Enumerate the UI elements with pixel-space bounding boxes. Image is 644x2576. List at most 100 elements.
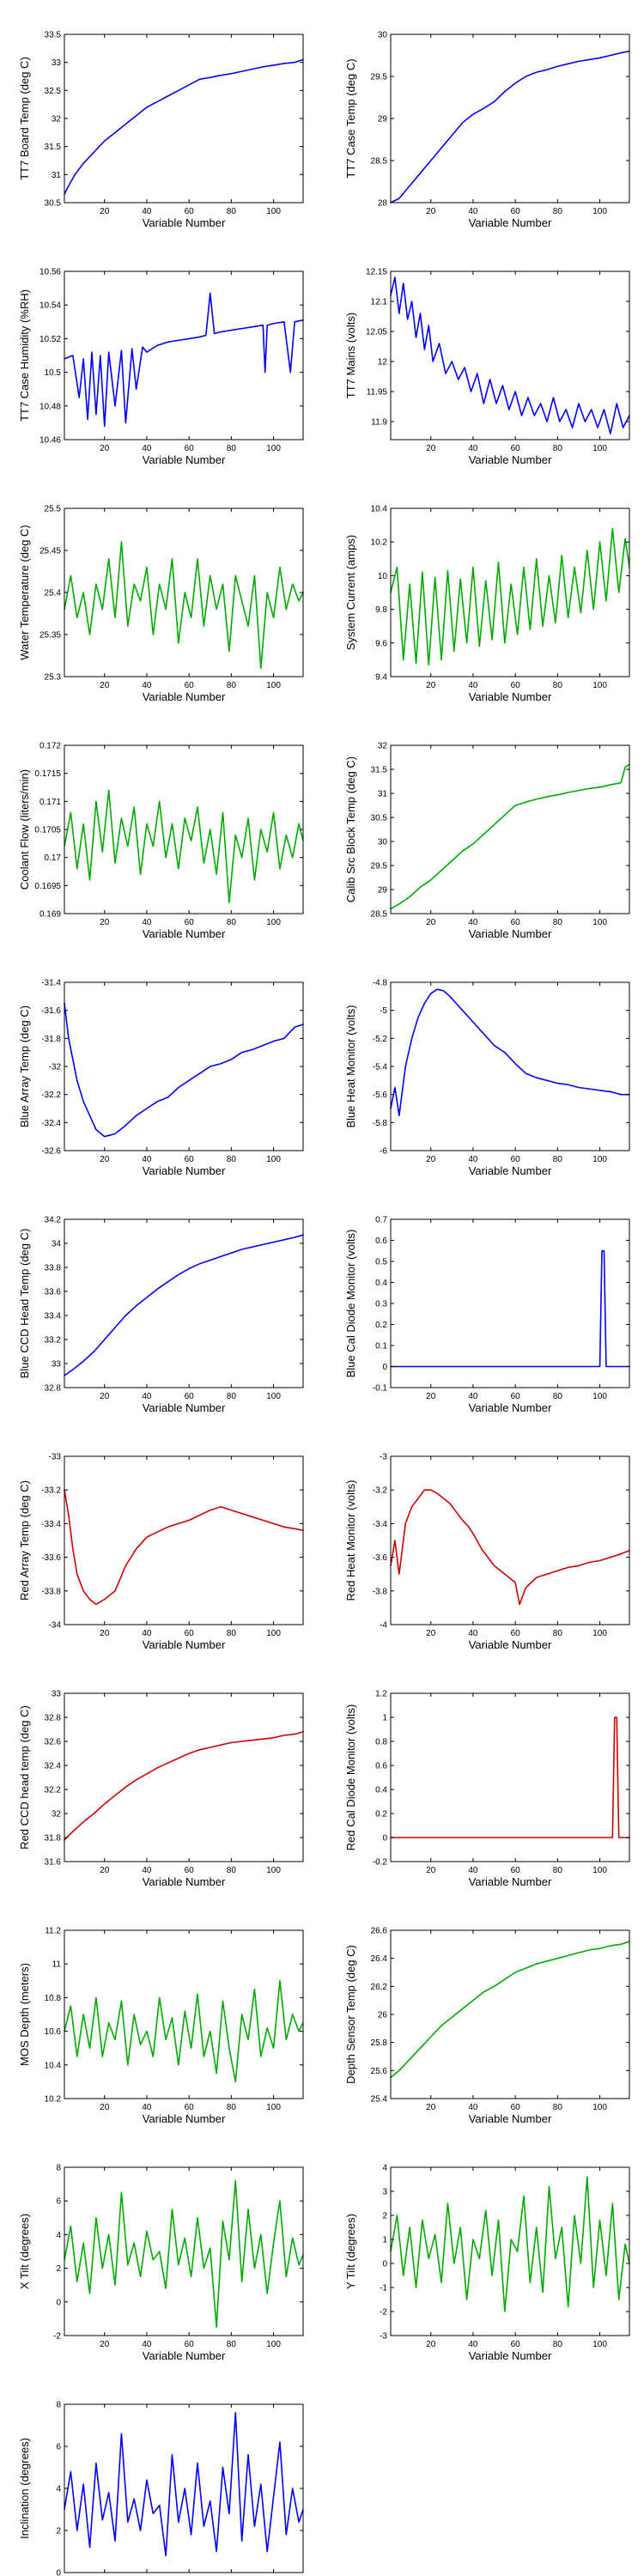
y-tick-label: 10.52 (39, 335, 61, 344)
y-tick-label: 29 (378, 886, 388, 896)
y-tick-label: 9.4 (375, 673, 387, 683)
y-tick-label: -3.8 (373, 1587, 388, 1596)
y-tick-label: 30.5 (45, 199, 62, 209)
x-tick-label: 60 (511, 444, 521, 453)
x-tick-label: 20 (426, 1392, 436, 1401)
y-axis-label: Blue CCD Head Temp (deg C) (18, 1229, 31, 1379)
x-tick-label: 40 (142, 2340, 152, 2349)
y-tick-label: 10.4 (45, 2061, 62, 2070)
x-tick-label: 100 (266, 1392, 281, 1401)
y-tick-label: 32.5 (45, 87, 62, 96)
x-tick-label: 80 (227, 2103, 237, 2112)
chart-panel-4: 20 40 60 80 100 11.9 11.95 12 12.05 12.1 12.15 Vari… (344, 268, 630, 466)
x-tick-label: 100 (266, 2103, 281, 2112)
y-tick-label: 31.5 (45, 143, 62, 152)
y-tick-label: -3.6 (373, 1553, 388, 1563)
series-line-3-1 (64, 292, 304, 428)
x-tick-label: 80 (553, 444, 563, 453)
x-axis-label: Variable Number (469, 453, 552, 466)
x-tick-label: 20 (100, 2340, 110, 2349)
x-tick-label: 40 (142, 207, 152, 216)
y-tick-label: 6 (56, 2443, 61, 2452)
chart-panel-10: 20 40 60 80 100 -6 -5.8 -5.6 -5.4 -5.2 -5 -4.8 Varia… (344, 979, 630, 1177)
series-line-7-1 (64, 789, 304, 903)
x-tick-label: 100 (592, 918, 607, 927)
x-axis-label: Variable Number (469, 1875, 552, 1888)
y-tick-label: -32 (49, 1063, 62, 1072)
x-tick-label: 20 (426, 918, 436, 927)
plot-frame (390, 2166, 630, 2336)
x-tick-label: 40 (468, 1866, 478, 1875)
y-tick-label: 28.5 (371, 157, 388, 167)
x-tick-label: 20 (100, 207, 110, 216)
x-tick-label: 80 (227, 681, 237, 690)
x-tick-label: 60 (511, 1392, 521, 1401)
x-tick-label: 60 (185, 1155, 195, 1164)
x-tick-label: 80 (227, 1155, 237, 1164)
x-tick-label: 60 (185, 207, 195, 216)
plot-frame (390, 744, 630, 914)
y-tick-label: -2 (380, 2308, 387, 2318)
x-axis-label: Variable Number (143, 2112, 226, 2125)
chart-panel-19: 20 40 60 80 100 -2 0 2 4 6 8 Variable Number X Tilt … (18, 2164, 304, 2362)
y-tick-label: 0.3 (375, 1300, 387, 1309)
y-tick-label: -33.4 (41, 1520, 61, 1529)
x-tick-label: 100 (592, 207, 607, 216)
y-tick-label: 3 (382, 2188, 387, 2197)
y-tick-label: -0.2 (373, 1858, 388, 1868)
y-axis-label: Depth Sensor Temp (deg C) (344, 1945, 357, 2084)
y-tick-label: -3.2 (373, 1486, 388, 1496)
y-tick-label: -5.2 (373, 1035, 388, 1044)
x-tick-label: 100 (592, 2103, 607, 2112)
y-axis-label: X Tilt (degrees) (18, 2214, 31, 2289)
chart-panel-3: 20 40 60 80 100 10.46 10.48 10.5 10.52 10.54 10.56… (18, 268, 304, 466)
y-axis-label: Red CCD head temp (deg C) (18, 1705, 31, 1850)
y-tick-label: 28 (378, 199, 388, 209)
y-tick-label: -34 (49, 1621, 62, 1631)
x-tick-label: 100 (592, 2340, 607, 2349)
series-line-1-1 (64, 58, 304, 195)
y-tick-label: 32 (52, 115, 62, 125)
y-tick-label: 30 (378, 838, 388, 848)
y-tick-label: -32.6 (41, 1147, 61, 1157)
x-axis-label: Variable Number (469, 1401, 552, 1414)
y-axis-label: TT7 Case Humidity (%RH) (18, 289, 31, 422)
y-tick-label: 2 (56, 2527, 61, 2537)
y-tick-label: 0.1 (375, 1342, 387, 1352)
x-tick-label: 60 (185, 918, 195, 927)
x-tick-label: 80 (553, 1629, 563, 1638)
y-tick-label: 30.5 (371, 814, 388, 823)
series-line-14-1 (390, 1489, 630, 1606)
x-tick-label: 40 (142, 918, 152, 927)
series-line-6-1 (390, 527, 630, 666)
x-tick-label: 40 (468, 1392, 478, 1401)
y-tick-label: 12 (378, 358, 388, 368)
y-axis-label: Y Tilt (degrees) (344, 2214, 357, 2289)
x-tick-label: 60 (511, 1155, 521, 1164)
y-tick-label: 10.8 (45, 1994, 62, 2003)
chart-panel-18: 20 40 60 80 100 25.4 25.6 25.8 26 26.2 26.4 26.6 Var… (344, 1927, 630, 2125)
y-tick-label: 0.172 (39, 742, 61, 751)
x-tick-label: 100 (592, 1629, 607, 1638)
y-tick-label: -32.2 (41, 1091, 61, 1100)
x-tick-label: 80 (553, 2340, 563, 2349)
y-tick-label: -32.4 (41, 1119, 61, 1128)
x-tick-label: 80 (553, 1392, 563, 1401)
x-tick-label: 80 (227, 207, 237, 216)
x-tick-label: 80 (227, 444, 237, 453)
y-tick-label: 0 (382, 1363, 387, 1372)
y-tick-label: 10 (378, 572, 388, 581)
x-tick-label: 100 (266, 918, 281, 927)
x-axis-label: Variable Number (143, 1875, 226, 1888)
y-tick-label: 33 (52, 1690, 62, 1699)
chart-panel-15: 20 40 60 80 100 31.6 31.8 32 32.2 32.4 32.6 32.8 33 V… (18, 1690, 304, 1888)
x-tick-label: 40 (142, 1155, 152, 1164)
x-tick-label: 20 (426, 681, 436, 690)
chart-panel-6: 20 40 60 80 100 9.4 9.6 9.8 10 10.2 10.4 Variable N… (344, 505, 630, 703)
y-tick-label: -33.2 (41, 1486, 61, 1496)
y-tick-label: 0.1715 (34, 769, 61, 779)
x-tick-label: 20 (100, 1866, 110, 1875)
series-line-4-1 (390, 276, 630, 434)
x-tick-label: 60 (185, 1629, 195, 1638)
x-tick-label: 20 (426, 1629, 436, 1638)
